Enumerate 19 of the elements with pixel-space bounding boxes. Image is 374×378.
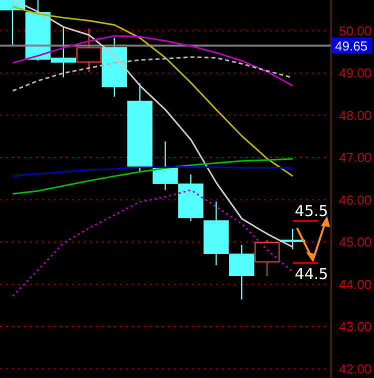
y-tick-label: 43.00 — [339, 319, 372, 334]
ref-line-label: 49.65 — [335, 38, 368, 54]
y-tick-label: 46.00 — [339, 192, 372, 208]
candlestick — [280, 228, 306, 250]
y-tick-label: 45.00 — [339, 234, 372, 250]
y-tick-label: 49.00 — [339, 66, 372, 81]
candlestick — [76, 28, 102, 72]
line-series — [12, 189, 294, 297]
y-tick-label: 50.00 — [339, 23, 372, 38]
line-series — [12, 158, 294, 195]
candlestick — [254, 239, 280, 277]
ref-line-label: 45.5 — [294, 202, 328, 220]
line-series — [12, 35, 294, 87]
y-tick-label: 48.00 — [339, 108, 372, 123]
y-tick-label: 44.00 — [339, 276, 372, 292]
y-tick-label: 47.00 — [339, 150, 372, 166]
ref-line-label: 44.5 — [294, 265, 328, 284]
line-series — [12, 166, 294, 177]
y-tick-label: 42.00 — [339, 361, 372, 376]
